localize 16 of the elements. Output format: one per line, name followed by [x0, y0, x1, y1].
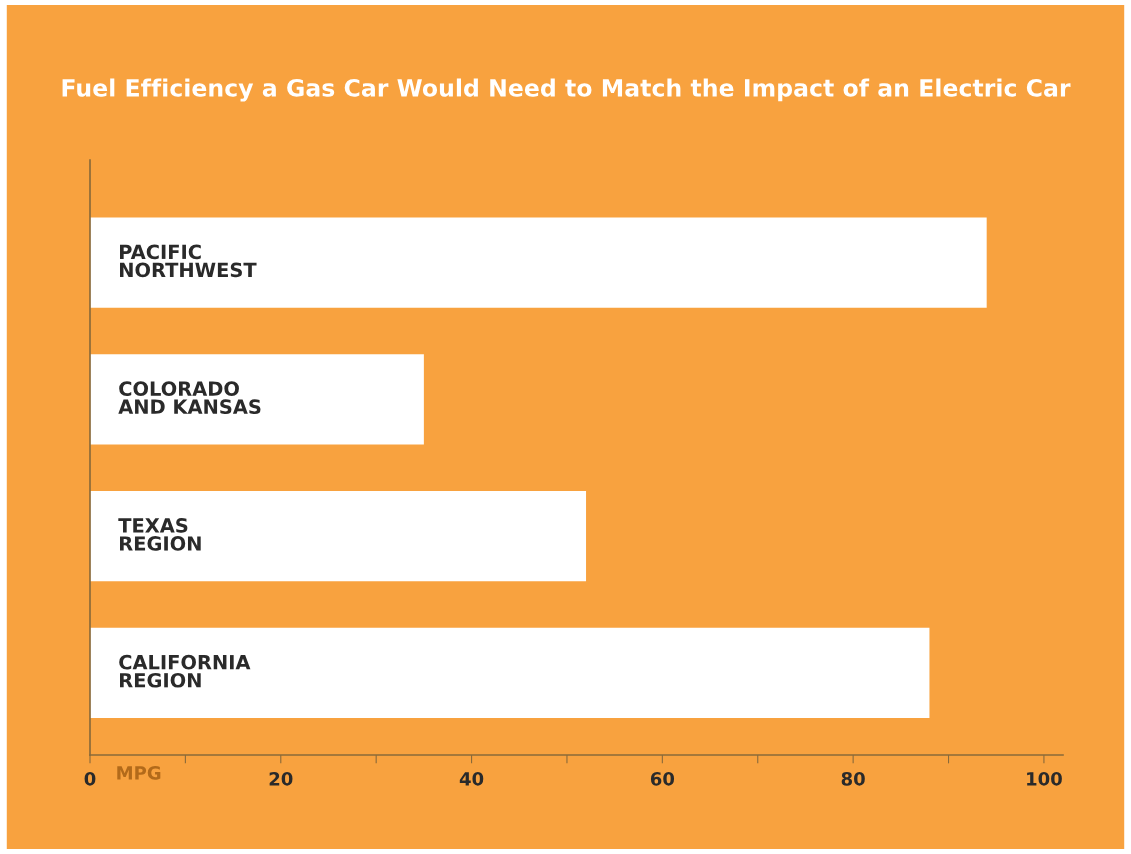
bar [90, 354, 424, 445]
x-tick-label: 60 [650, 771, 675, 786]
x-tick-label: 0 [84, 771, 96, 786]
y-tick-label: COLORADO AND KANSAS [118, 381, 261, 415]
bar [90, 491, 587, 582]
x-axis-title: MPG [117, 766, 161, 780]
bar [90, 217, 987, 308]
x-tick-label: 100 [1027, 771, 1062, 786]
chart-title: Fuel Efficiency a Gas Car Would Need to Match the Impact of an Electric Car [62, 78, 1071, 102]
y-tick-label: TEXAS REGION [118, 518, 201, 551]
x-tick-label: 20 [269, 771, 293, 786]
x-tick-label: 40 [459, 771, 484, 786]
y-tick-label: PACIFIC NORTHWEST [120, 244, 257, 278]
bar [90, 627, 930, 719]
x-tick-label: 80 [841, 771, 865, 786]
y-tick-label: CALIFORNIA REGION [119, 654, 251, 688]
